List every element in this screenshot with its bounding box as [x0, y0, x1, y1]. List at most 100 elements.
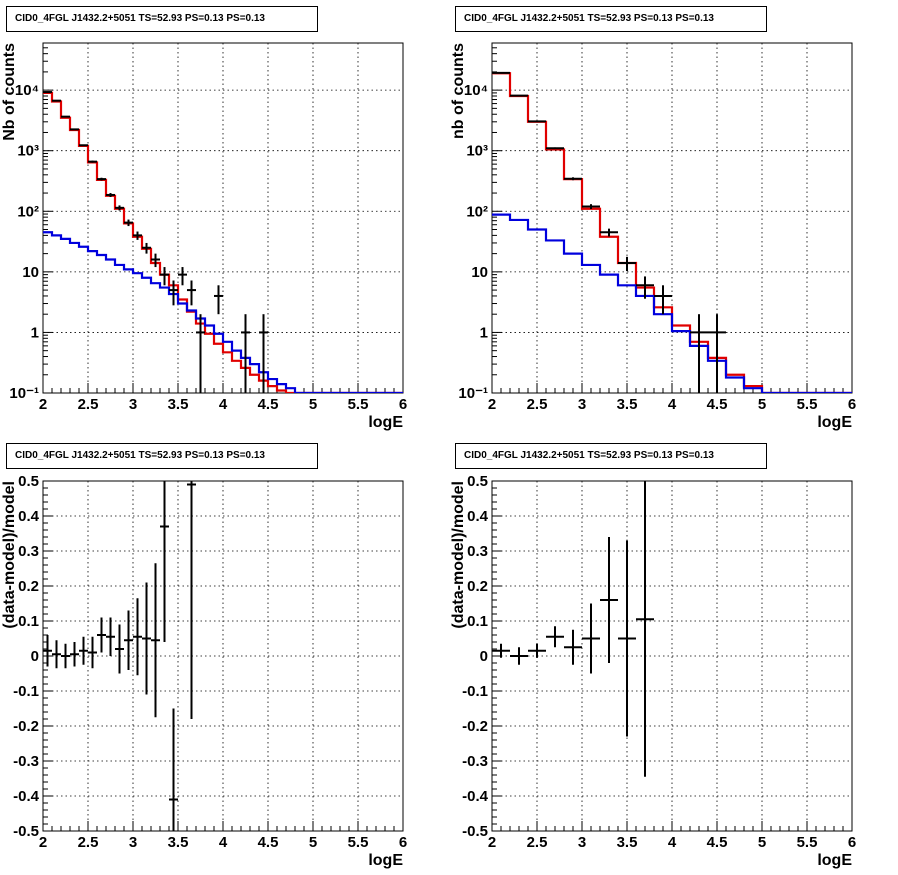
residual-point: [88, 636, 97, 669]
y-axis-title: (data-model)/model: [450, 481, 467, 629]
data-point: [214, 285, 223, 315]
y-tick-label: -0.1: [462, 683, 488, 700]
y-tick-label: 0: [31, 648, 39, 665]
data-point: [187, 280, 196, 306]
x-axis-title: logE: [368, 414, 403, 431]
x-tick-label: 3.5: [168, 834, 189, 851]
ticks: [42, 480, 404, 832]
residual-point: [618, 540, 636, 737]
x-tick-label: 5.5: [797, 396, 818, 413]
x-tick-label: 2: [39, 396, 47, 413]
y-tick-label: 10: [471, 264, 488, 281]
y-tick-label: 0.4: [18, 508, 40, 525]
data-point: [636, 276, 654, 299]
y-tick-label: 10³: [466, 143, 488, 160]
residual-point: [97, 617, 106, 653]
x-tick-label: 5.5: [797, 834, 818, 851]
residual-point: [160, 481, 169, 642]
data-point: [106, 193, 115, 198]
y-tick-label: 10²: [466, 203, 488, 220]
x-tick-label: 4: [668, 396, 677, 413]
panel-title-bottom-left: CID0_4FGL J1432.2+5051 TS=52.93 PS=0.13 …: [6, 443, 318, 469]
data-point: [115, 205, 124, 211]
y-tick-label: 10⁴: [464, 82, 488, 99]
data-point: [52, 99, 61, 102]
data-point: [160, 267, 169, 286]
data-point: [142, 242, 151, 254]
x-tick-label: 5.5: [348, 396, 369, 413]
x-tick-label: 4.5: [707, 834, 728, 851]
x-tick-label: 4: [219, 834, 228, 851]
x-tick-label: 4: [219, 396, 228, 413]
y-tick-label: 0.4: [467, 508, 489, 525]
x-tick-label: 2.5: [78, 834, 99, 851]
residual-point: [636, 481, 654, 777]
residual-point: [70, 642, 79, 667]
data-point: [654, 285, 672, 315]
data-point: [169, 280, 178, 306]
x-tick-label: 3: [578, 834, 586, 851]
x-tick-label: 3: [129, 396, 137, 413]
x-tick-label: 6: [399, 396, 407, 413]
data-point: [564, 177, 582, 181]
x-tick-label: 6: [848, 834, 856, 851]
y-tick-label: 10²: [17, 203, 39, 220]
residual-point: [124, 610, 133, 670]
x-tick-label: 5: [758, 396, 766, 413]
grid: [492, 481, 852, 831]
tick-labels: 2 2.5 3 3.5 4 4.5 5 5.5 6 10⁻¹ 1 10 10² 10³ 10⁴: [458, 82, 856, 413]
data-point: [151, 253, 160, 268]
panel-title-top-left: CID0_4FGL J1432.2+5051 TS=52.93 PS=0.13 …: [6, 6, 318, 32]
x-tick-label: 3.5: [617, 396, 638, 413]
data-point: [510, 94, 528, 97]
ticks: [491, 480, 853, 832]
y-tick-label: 10⁴: [15, 82, 39, 99]
data-point: [241, 314, 250, 393]
data-point: [708, 314, 726, 393]
y-tick-label: 0.1: [18, 613, 39, 630]
grid: [492, 43, 852, 393]
grid: [43, 43, 403, 393]
y-tick-label: 10³: [17, 143, 39, 160]
data-point: [61, 115, 70, 118]
residual-point: [582, 603, 600, 674]
data-point: [528, 120, 546, 123]
x-tick-label: 3.5: [168, 396, 189, 413]
x-tick-label: 5: [758, 834, 766, 851]
grid: [43, 481, 403, 831]
data-point: [97, 177, 106, 181]
residual-point: [187, 481, 196, 719]
residual-point: [169, 708, 178, 831]
x-tick-label: 4.5: [258, 396, 279, 413]
y-tick-label: 1: [480, 324, 488, 341]
data-point: [178, 267, 187, 286]
data-point: [70, 128, 79, 131]
y-tick-label: -0.3: [462, 753, 488, 770]
x-tick-label: 4.5: [258, 834, 279, 851]
x-axis-title: logE: [368, 852, 403, 869]
residual-point: [142, 582, 151, 695]
residual-panel-right: 2 2.5 3 3.5 4 4.5 5 5.5 6 -0.5 -0.4 -0.3 -0.2 -0.1 0 0.…: [450, 473, 856, 869]
residual-point: [106, 617, 115, 656]
y-axis-title: (data-model)/model: [1, 481, 18, 629]
x-tick-label: 2: [488, 396, 496, 413]
data-point: [690, 314, 708, 393]
background-model-line: [492, 213, 852, 393]
y-tick-label: -0.5: [462, 823, 488, 840]
data-point: [88, 160, 97, 163]
data-point: [600, 228, 618, 237]
background-model-line: [43, 231, 403, 393]
x-tick-label: 3: [578, 396, 586, 413]
tick-labels: 2 2.5 3 3.5 4 4.5 5 5.5 6 -0.5 -0.4 -0.3 -0.2 -0.1 0 0.…: [13, 473, 407, 851]
residual-point: [528, 643, 546, 658]
data-point: [43, 91, 52, 94]
y-tick-label: -0.1: [13, 683, 39, 700]
residual-point: [43, 635, 52, 667]
x-tick-label: 6: [848, 396, 856, 413]
y-tick-label: 0.2: [18, 578, 39, 595]
y-tick-label: 0.3: [18, 543, 39, 560]
counts-panel-right: 2 2.5 3 3.5 4 4.5 5 5.5 6 10⁻¹ 1 10 10² 10³ 10⁴ logE nb …: [450, 42, 856, 431]
residual-point: [115, 624, 124, 674]
panel-title-bottom-right: CID0_4FGL J1432.2+5051 TS=52.93 PS=0.13 …: [455, 443, 767, 469]
